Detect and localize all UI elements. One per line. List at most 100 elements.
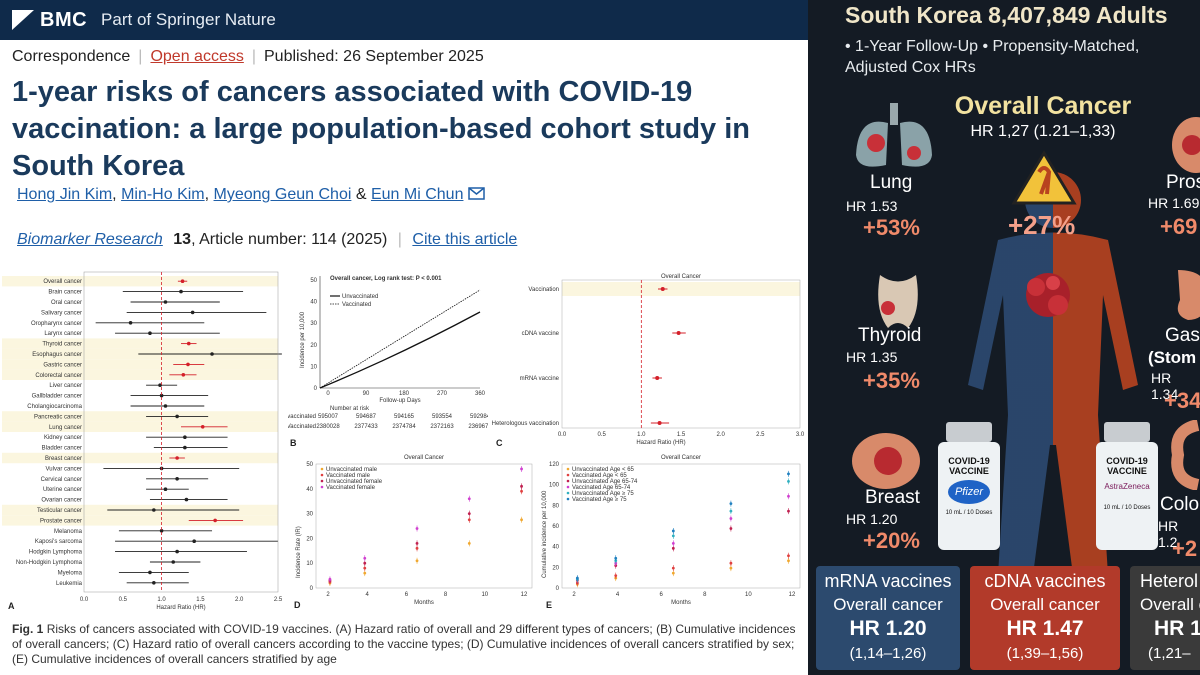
box-hr: HR 1. (1154, 617, 1200, 640)
forest-point (183, 435, 187, 439)
x-tick-label: 0 (326, 391, 330, 397)
organ-pct: +34 (1164, 388, 1200, 413)
data-point (671, 546, 675, 550)
data-point (729, 517, 733, 520)
figure-panel-c: Overall Cancer Vaccination cDNA vaccine mRN… (492, 274, 805, 448)
mail-icon[interactable] (468, 187, 485, 200)
x-tick-label: 1.5 (677, 432, 686, 438)
forest-row-label: Thyroid cancer (42, 342, 82, 348)
cite-article-link[interactable]: Cite this article (412, 231, 518, 248)
row-highlight (2, 411, 278, 422)
forest-point (163, 487, 168, 491)
forest-row-label: Bladder cancer (42, 446, 82, 452)
x-tick-label: 2.0 (235, 597, 244, 603)
x-tick-label: 10 (745, 592, 752, 598)
x-tick-label: 0.5 (119, 597, 128, 603)
warning-ribbon-icon (1011, 150, 1077, 205)
data-point (614, 574, 618, 577)
x-axis-label: Follow-up Days (379, 398, 420, 404)
forest-row-label: Vulvar cancer (46, 466, 82, 472)
row-highlight (2, 515, 278, 526)
author-link[interactable]: Min-Ho Kim (121, 186, 205, 203)
x-tick-label: 2.0 (716, 432, 725, 438)
x-tick-label: 8 (703, 592, 707, 598)
forest-point (179, 289, 183, 294)
published-date: Published: 26 September 2025 (264, 48, 484, 65)
organ-pct: +69 (1160, 214, 1198, 239)
data-point (467, 541, 471, 545)
x-tick-label: 270 (437, 391, 448, 397)
organ-hr: HR 1.35 (846, 349, 898, 365)
x-tick-label: 0.0 (558, 432, 567, 438)
organ-name: Lung (870, 172, 913, 193)
forest-row-label: Brain cancer (48, 290, 82, 296)
forest-row-label: Larynx cancer (44, 331, 82, 337)
forest-row-label: Breast cancer (45, 456, 82, 462)
box-ci: (1,14–1,26) (849, 645, 927, 662)
risk-value: 2374784 (392, 424, 416, 430)
x-axis-label: Months (414, 600, 434, 606)
overall-cancer-label: Overall Cancer (954, 92, 1132, 120)
data-point (787, 472, 790, 476)
box-title: mRNA vaccines (824, 571, 952, 591)
risk-value: 594165 (394, 414, 415, 420)
data-point (575, 576, 579, 580)
forest-point (175, 414, 179, 419)
forest-row-label: Overall cancer (43, 279, 82, 285)
y-tick-label: 20 (306, 536, 313, 542)
x-tick-label: 0.0 (80, 597, 89, 603)
x-tick-label: 1.5 (196, 597, 205, 603)
forest-row-label: cDNA vaccine (522, 331, 560, 337)
journal-link[interactable]: Biomarker Research (17, 231, 163, 248)
plot-frame (561, 279, 801, 429)
astrazeneca-logo: AstraZeneca (1104, 482, 1150, 491)
astrazeneca-vial: COVID-19 VACCINE AstraZeneca 10 mL / 10 … (1091, 422, 1163, 552)
bmc-logo-icon[interactable] (12, 10, 34, 30)
box-ci: (1,21– (1148, 645, 1191, 662)
y-axis-label: Incidence per 10,000 (300, 311, 306, 368)
data-point (363, 561, 367, 565)
organ-name: Prost (1166, 172, 1200, 193)
open-access-link[interactable]: Open access (150, 48, 244, 65)
data-point (787, 494, 790, 498)
forest-row-label: Non-Hodgkin Lymphoma (16, 560, 83, 566)
author-link[interactable]: Hong Jin Kim (17, 186, 113, 203)
infographic-title: South Korea 8,407,849 Adults (845, 2, 1168, 28)
vial-line1: COVID-19 (1106, 456, 1148, 466)
y-tick-label: 0 (314, 386, 318, 392)
x-tick-label: 2 (572, 592, 576, 598)
author-sep: , (204, 186, 210, 203)
overall-pct: +27% (1008, 210, 1076, 240)
data-point (787, 509, 790, 513)
legend-entry: Vaccinated Age 65-74 (572, 485, 631, 491)
x-tick-label: 6 (660, 592, 664, 598)
legend-entry: Unvaccinated Age 65-74 (572, 479, 638, 485)
brand-name[interactable]: BMC (40, 8, 88, 31)
box-outcome: Overall cancer (990, 595, 1100, 614)
forest-row-label: Leukemia (56, 581, 83, 587)
figure-panel-b: Overall cancer, Log rank test: P < 0.001… (288, 276, 488, 448)
forest-point (183, 445, 187, 450)
y-tick-label: 20 (310, 343, 317, 349)
legend-entry: Unvaccinated male (326, 467, 378, 473)
plot-frame (561, 463, 801, 589)
forest-row-label: Oral cancer (51, 300, 82, 306)
author-link[interactable]: Eun Mi Chun (370, 186, 464, 203)
y-tick-label: 100 (549, 483, 560, 489)
forest-row-label: Esophagus cancer (32, 352, 82, 358)
forest-point (128, 321, 133, 325)
risk-value: 2377433 (354, 424, 378, 430)
y-tick-label: 40 (310, 300, 317, 306)
x-tick-label: 360 (475, 391, 486, 397)
x-tick-label: 1.0 (637, 432, 646, 438)
forest-point (163, 300, 168, 304)
panel-letter: A (8, 601, 15, 611)
data-point (363, 556, 367, 560)
y-axis-label: Cumulative incidence per 10,000 (542, 490, 548, 578)
row-highlight (2, 421, 278, 432)
panel-letter: B (290, 438, 297, 448)
organ-name: Breast (865, 487, 920, 508)
author-link[interactable]: Myeong Geun Choi (213, 186, 352, 203)
forest-point (171, 560, 176, 564)
forest-row-label: Ovarian cancer (41, 498, 82, 504)
